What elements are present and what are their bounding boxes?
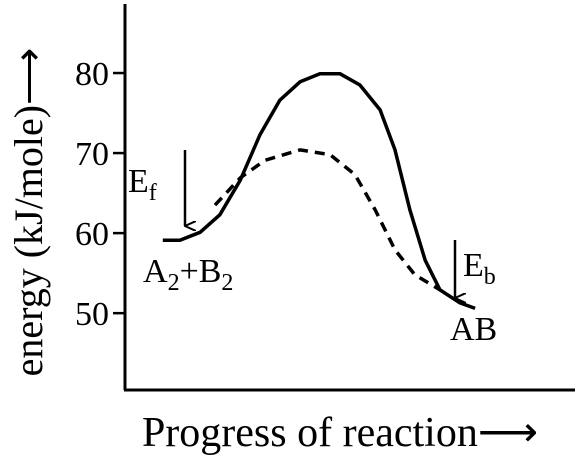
y-axis-label: energy (kJ/mole)⟶ — [6, 48, 51, 377]
annotation-text: AB — [450, 311, 497, 348]
annotation: Ef — [128, 163, 157, 206]
annotation-text: A — [143, 253, 168, 290]
annotation-text: +B — [180, 253, 222, 290]
y-tick-label: 60 — [75, 216, 109, 253]
subscript: b — [484, 264, 496, 290]
subscript: f — [149, 180, 157, 206]
subscript: 2 — [168, 270, 180, 296]
annotation: A2+B2 — [143, 253, 233, 296]
annotation: Eb — [463, 247, 496, 290]
annotation: AB — [450, 311, 497, 348]
x-axis-label: Progress of reaction⟶ — [142, 410, 538, 456]
subscript: 2 — [221, 270, 233, 296]
annotation-text: E — [463, 247, 484, 284]
curve — [162, 72, 476, 311]
annotation-text: E — [128, 163, 149, 200]
y-tick-label: 70 — [75, 136, 109, 173]
y-tick-label: 50 — [75, 296, 109, 333]
y-tick-label: 80 — [75, 56, 109, 93]
curve — [213, 148, 441, 292]
